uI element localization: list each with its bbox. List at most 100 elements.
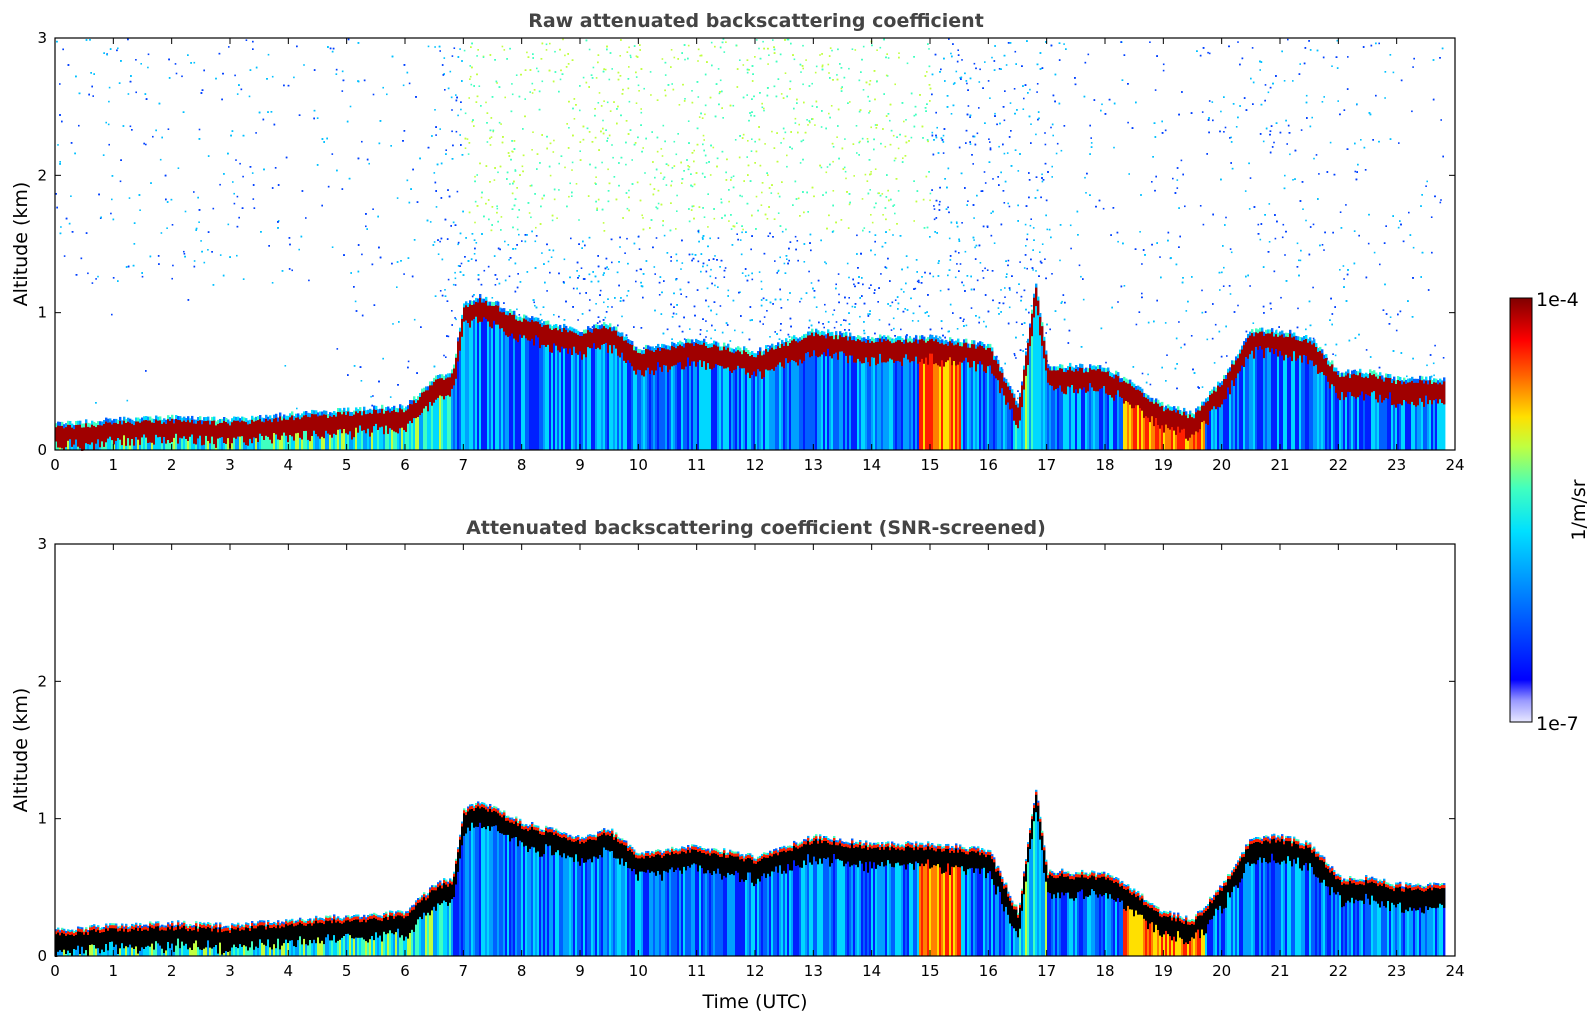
noise-speck xyxy=(132,264,135,267)
noise-speck xyxy=(1409,234,1412,236)
noise-speck xyxy=(966,82,968,85)
noise-speck xyxy=(1202,223,1205,226)
noise-speck xyxy=(746,68,749,71)
noise-speck xyxy=(919,94,921,96)
noise-speck xyxy=(869,80,872,82)
noise-speck xyxy=(545,49,548,51)
noise-speck xyxy=(800,297,803,300)
noise-speck xyxy=(720,201,723,204)
noise-speck xyxy=(118,82,121,84)
noise-speck xyxy=(910,92,913,95)
noise-speck xyxy=(112,218,115,221)
noise-speck xyxy=(582,125,585,128)
noise-speck xyxy=(126,399,129,402)
noise-speck xyxy=(1411,316,1414,318)
noise-speck xyxy=(236,195,239,198)
noise-speck xyxy=(230,134,232,137)
noise-speck xyxy=(754,56,756,58)
noise-speck xyxy=(514,290,517,293)
noise-speck xyxy=(277,220,280,222)
noise-speck xyxy=(863,329,865,332)
noise-speck xyxy=(650,94,652,96)
noise-speck xyxy=(922,137,924,139)
noise-speck xyxy=(546,147,548,150)
noise-speck xyxy=(948,38,950,40)
noise-speck xyxy=(522,154,525,157)
noise-speck xyxy=(298,114,301,116)
noise-speck xyxy=(681,262,684,264)
noise-speck xyxy=(856,253,858,255)
noise-speck xyxy=(855,125,858,127)
noise-speck xyxy=(530,184,533,187)
noise-speck xyxy=(671,167,674,169)
noise-speck xyxy=(955,70,958,73)
noise-speck xyxy=(786,95,788,98)
noise-speck xyxy=(158,263,160,265)
noise-speck xyxy=(553,188,556,191)
noise-speck xyxy=(845,177,847,180)
noise-speck xyxy=(940,68,942,71)
noise-speck xyxy=(597,280,600,283)
noise-speck xyxy=(1190,112,1193,114)
noise-speck xyxy=(794,235,797,238)
noise-speck xyxy=(956,225,959,228)
noise-speck xyxy=(585,292,587,294)
noise-speck xyxy=(1284,254,1286,256)
noise-speck xyxy=(637,235,640,238)
noise-speck xyxy=(1269,302,1272,305)
noise-speck xyxy=(998,302,1001,304)
noise-speck xyxy=(552,249,555,252)
noise-speck xyxy=(990,234,993,237)
noise-speck xyxy=(597,102,600,104)
noise-speck xyxy=(443,354,445,357)
noise-speck xyxy=(390,145,392,147)
noise-speck xyxy=(693,305,696,308)
noise-speck xyxy=(552,80,555,83)
noise-speck xyxy=(1321,101,1324,103)
noise-speck xyxy=(938,209,941,211)
noise-speck xyxy=(563,282,565,284)
noise-speck xyxy=(507,152,510,154)
noise-speck xyxy=(447,189,449,191)
noise-speck xyxy=(929,272,931,275)
noise-speck xyxy=(635,71,637,74)
noise-speck xyxy=(617,324,619,327)
noise-speck xyxy=(965,324,968,327)
noise-speck xyxy=(1004,287,1006,289)
noise-speck xyxy=(796,240,799,242)
noise-speck xyxy=(1020,299,1022,302)
noise-speck xyxy=(455,318,457,321)
noise-speck xyxy=(849,201,851,204)
noise-speck xyxy=(656,150,659,153)
noise-speck xyxy=(735,44,738,47)
noise-speck xyxy=(1024,254,1027,256)
noise-speck xyxy=(859,297,861,299)
noise-speck xyxy=(624,252,626,254)
noise-speck xyxy=(697,229,700,232)
noise-speck xyxy=(1049,328,1051,331)
noise-speck xyxy=(1264,214,1266,216)
noise-speck xyxy=(1050,126,1052,129)
noise-speck xyxy=(89,39,91,41)
noise-speck xyxy=(666,252,669,254)
noise-speck xyxy=(1155,175,1157,178)
noise-speck xyxy=(1332,231,1334,234)
noise-speck xyxy=(1164,129,1167,132)
noise-speck xyxy=(870,171,872,173)
noise-speck xyxy=(357,42,360,44)
noise-speck xyxy=(249,69,252,71)
noise-speck xyxy=(732,225,735,227)
noise-speck xyxy=(617,71,620,74)
noise-speck xyxy=(926,71,928,73)
noise-speck xyxy=(1051,273,1053,275)
noise-speck xyxy=(603,68,605,70)
noise-speck xyxy=(316,117,319,119)
noise-speck xyxy=(631,159,633,161)
noise-speck xyxy=(1353,230,1356,232)
noise-speck xyxy=(1389,138,1392,140)
noise-speck xyxy=(638,248,641,250)
noise-speck xyxy=(267,53,270,56)
noise-speck xyxy=(444,295,447,297)
noise-speck xyxy=(1201,311,1204,314)
